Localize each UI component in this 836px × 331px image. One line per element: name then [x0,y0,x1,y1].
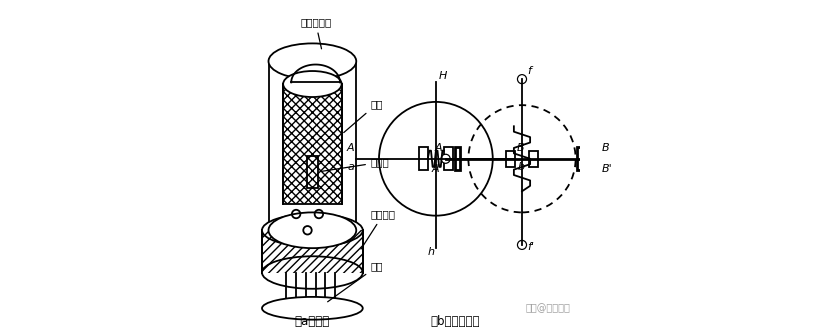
Bar [307,156,319,188]
Text: 塑料底座: 塑料底座 [361,209,396,249]
Text: A: A [347,143,354,153]
Ellipse shape [268,213,356,248]
Text: A: A [435,143,442,153]
Text: H: H [439,71,447,81]
Circle shape [518,241,526,249]
Text: a: a [348,162,354,172]
Text: B': B' [602,164,612,174]
Text: （a）构成: （a）构成 [295,314,330,327]
Text: 气敏电阵体: 气敏电阵体 [300,18,331,49]
Text: 引线: 引线 [328,261,384,302]
Bar [455,147,461,170]
Bar [262,230,363,272]
Text: f': f' [527,242,533,252]
Bar [262,230,363,272]
Circle shape [594,155,602,163]
Circle shape [518,75,526,83]
Bar [283,84,342,204]
Ellipse shape [262,214,363,247]
Bar [529,151,538,167]
Bar [444,147,453,170]
Text: h: h [427,247,434,257]
Text: B: B [602,143,609,153]
Text: 头条@维修人家: 头条@维修人家 [526,304,570,313]
Ellipse shape [262,256,363,289]
Text: B: B [517,143,525,153]
Ellipse shape [283,71,342,97]
Text: （b）电路符号: （b）电路符号 [431,314,480,327]
Text: b: b [517,162,524,172]
Circle shape [441,155,450,163]
Bar [419,147,428,170]
Ellipse shape [262,297,363,320]
Text: f: f [527,66,531,76]
Bar [506,151,515,167]
Text: 加热器: 加热器 [322,157,390,171]
Bar [577,147,583,170]
Ellipse shape [268,43,356,79]
Text: 网罩: 网罩 [344,99,384,133]
Text: A': A' [431,164,442,174]
